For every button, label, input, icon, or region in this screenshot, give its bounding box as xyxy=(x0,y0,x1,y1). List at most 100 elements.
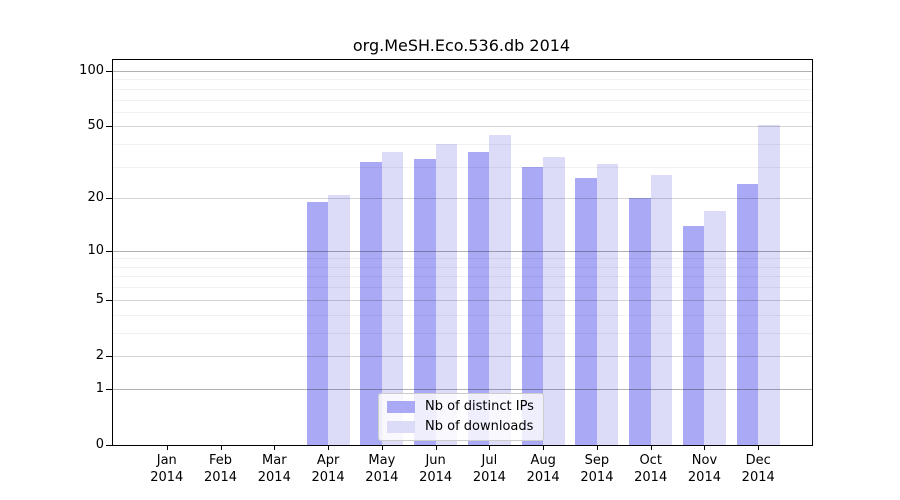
y-tick-label-50: 50 xyxy=(87,118,104,134)
gridline-3 xyxy=(113,332,812,334)
x-tick-month: Nov xyxy=(691,453,718,468)
gridline-8 xyxy=(113,266,812,268)
x-tick-year: 2014 xyxy=(419,470,453,485)
y-tick-label-0: 0 xyxy=(95,437,104,452)
gridline-30 xyxy=(113,166,812,168)
bar-downloads-aug xyxy=(543,156,565,445)
legend-label-distinct-ips: Nb of distinct IPs xyxy=(425,399,534,414)
x-tick-year: 2014 xyxy=(687,470,721,485)
x-tick-year: 2014 xyxy=(580,470,614,485)
x-tick-mark-feb xyxy=(220,446,222,450)
x-tick-label-dec: Dec 2014 xyxy=(728,452,788,486)
bar-distinct-ips-aug xyxy=(521,166,544,445)
x-tick-label-jul: Jul 2014 xyxy=(459,452,519,486)
x-tick-label-jan: Jan 2014 xyxy=(137,452,197,486)
y-tick-mark-5 xyxy=(106,299,112,301)
bar-downloads-dec xyxy=(758,124,780,445)
legend-item-downloads: Nb of downloads xyxy=(387,419,534,435)
x-tick-month: Aug xyxy=(530,453,556,468)
x-tick-year: 2014 xyxy=(311,470,345,485)
x-tick-year: 2014 xyxy=(634,470,668,485)
x-tick-label-apr: Apr 2014 xyxy=(298,452,358,486)
x-tick-year: 2014 xyxy=(472,470,506,485)
x-tick-month: Mar xyxy=(262,453,287,468)
y-tick-mark-20 xyxy=(106,198,112,200)
legend-swatch-downloads xyxy=(387,421,415,433)
gridline-80 xyxy=(113,88,812,90)
bar-distinct-ips-oct xyxy=(629,198,651,445)
gridline-1 xyxy=(113,388,812,390)
gridline-70 xyxy=(113,99,812,101)
gridline-90 xyxy=(113,79,812,81)
bar-downloads-may xyxy=(381,152,404,445)
x-tick-month: Dec xyxy=(745,453,771,468)
gridline-4 xyxy=(113,314,812,316)
legend-label-downloads: Nb of downloads xyxy=(425,419,534,434)
gridline-10 xyxy=(113,250,812,252)
x-tick-mark-nov xyxy=(704,446,706,450)
gridline-50 xyxy=(113,126,812,128)
y-tick-label-1: 1 xyxy=(95,380,104,396)
x-tick-mark-aug xyxy=(543,446,545,450)
x-tick-mark-apr xyxy=(328,446,330,450)
bar-downloads-oct xyxy=(650,174,673,445)
x-tick-mark-jan xyxy=(166,446,168,450)
bar-distinct-ips-dec xyxy=(736,184,759,445)
x-tick-label-aug: Aug 2014 xyxy=(513,452,573,486)
bar-downloads-jun xyxy=(435,144,458,445)
gridline-100 xyxy=(113,71,812,72)
x-tick-year: 2014 xyxy=(150,470,184,485)
bar-downloads-nov xyxy=(704,210,726,445)
y-tick-mark-1 xyxy=(106,388,112,390)
gridline-20 xyxy=(113,198,812,200)
x-tick-label-mar: Mar 2014 xyxy=(244,452,304,486)
x-tick-month: Jun xyxy=(425,453,446,468)
x-tick-mark-jun xyxy=(435,446,437,450)
legend-swatch-distinct-ips xyxy=(387,401,415,413)
plot-area: Nb of distinct IPs Nb of downloads xyxy=(112,59,813,446)
x-tick-mark-mar xyxy=(274,446,276,450)
bar-distinct-ips-sep xyxy=(575,177,597,445)
bar-downloads-jul xyxy=(489,134,511,445)
bar-distinct-ips-may xyxy=(360,161,382,445)
bar-distinct-ips-nov xyxy=(682,225,705,445)
x-tick-label-feb: Feb 2014 xyxy=(191,452,251,486)
x-tick-mark-sep xyxy=(596,446,598,450)
gridline-9 xyxy=(113,258,812,260)
x-tick-month: Jul xyxy=(481,453,498,468)
gridline-2 xyxy=(113,355,812,357)
x-tick-month: Jan xyxy=(156,453,177,468)
gridline-40 xyxy=(113,144,812,146)
gridline-6 xyxy=(113,287,812,289)
x-tick-label-may: May 2014 xyxy=(352,452,412,486)
y-tick-mark-2 xyxy=(106,355,112,357)
x-tick-mark-may xyxy=(381,446,383,450)
x-tick-label-oct: Oct 2014 xyxy=(621,452,681,486)
x-tick-mark-dec xyxy=(758,446,760,450)
x-tick-mark-oct xyxy=(650,446,652,450)
y-tick-mark-10 xyxy=(106,250,112,252)
chart-title: org.MeSH.Eco.536.db 2014 xyxy=(352,36,571,55)
x-tick-month: May xyxy=(368,453,396,468)
x-tick-label-jun: Jun 2014 xyxy=(406,452,466,486)
y-tick-label-10: 10 xyxy=(87,242,104,258)
x-tick-year: 2014 xyxy=(526,470,560,485)
y-tick-label-2: 2 xyxy=(95,347,104,363)
gridline-7 xyxy=(113,276,812,278)
x-tick-year: 2014 xyxy=(203,470,238,485)
x-tick-label-sep: Sep 2014 xyxy=(567,452,627,486)
x-tick-mark-jul xyxy=(489,446,491,450)
y-tick-label-100: 100 xyxy=(79,63,104,78)
x-tick-month: Feb xyxy=(209,453,233,468)
y-tick-mark-50 xyxy=(106,126,112,128)
y-tick-label-20: 20 xyxy=(87,190,104,206)
legend-item-distinct-ips: Nb of distinct IPs xyxy=(387,399,534,415)
y-tick-label-5: 5 xyxy=(95,291,104,307)
x-tick-month: Sep xyxy=(584,453,610,468)
y-tick-mark-100 xyxy=(106,71,112,72)
x-tick-year: 2014 xyxy=(741,470,775,485)
bar-distinct-ips-jun xyxy=(414,159,436,445)
y-tick-mark-0 xyxy=(106,445,112,446)
gridline-5 xyxy=(113,299,812,301)
